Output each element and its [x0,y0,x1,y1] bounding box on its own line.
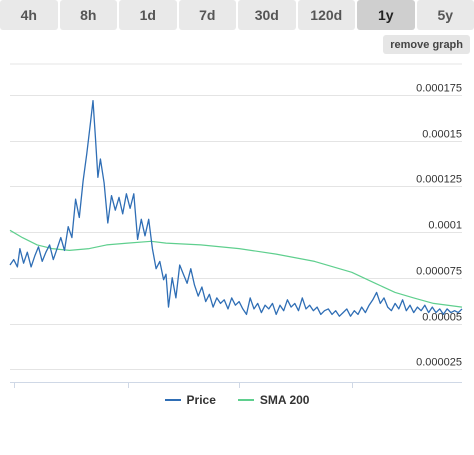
tab-7d[interactable]: 7d [178,0,236,30]
series-lines [9,99,463,317]
tab-8h-label: 8h [80,7,97,23]
tab-8h[interactable]: 8h [59,0,117,30]
legend-swatch-sma [237,399,254,401]
tab-30d[interactable]: 30d [238,0,296,30]
y-tick-label: 0.00015 [422,129,462,141]
sma-200-series-line [9,229,463,308]
y-tick-label: 0.000075 [416,266,462,278]
tab-120d[interactable]: 120d [297,0,355,30]
y-tick-label: 0.000125 [416,174,462,186]
chart-legend: Price SMA 200 [0,393,474,407]
tab-4h-label: 4h [20,7,37,23]
y-tick-label: 0.000175 [416,83,462,95]
x-axis-ticks: Oct '24Jan '25Apr '25Jul '25 [14,382,353,388]
y-tick-label: 0.0001 [428,220,462,232]
legend-item-sma[interactable]: SMA 200 [237,393,310,407]
y-tick-label: 0.000025 [416,357,462,369]
price-chart: 0.000025 0.00005 0.000075 0.0001 0.000125 0.0… [9,63,463,388]
legend-label-price: Price [186,393,216,407]
tab-5y[interactable]: 5y [416,0,474,30]
legend-swatch-price [164,399,181,401]
grid-lines [10,63,462,383]
tab-4h[interactable]: 4h [0,0,58,30]
tab-1d-label: 1d [139,7,156,23]
tab-1d[interactable]: 1d [119,0,177,30]
legend-label-sma: SMA 200 [259,393,310,407]
tab-120d-label: 120d [310,7,343,23]
tab-5y-label: 5y [437,7,454,23]
tab-1y-label: 1y [377,7,394,23]
legend-item-price[interactable]: Price [164,393,216,407]
y-axis-ticks: 0.000025 0.00005 0.000075 0.0001 0.000125 0.0… [416,83,462,369]
price-series-line [9,99,463,317]
remove-graph-label: remove graph [390,38,463,51]
tab-30d-label: 30d [254,7,279,23]
timeframe-tabs: 4h 8h 1d 7d 30d 120d 1y 5y [0,0,474,30]
tab-1y[interactable]: 1y [357,0,415,30]
tab-7d-label: 7d [199,7,216,23]
remove-graph-button[interactable]: remove graph [383,35,470,54]
y-tick-label: 0.00005 [422,312,462,324]
